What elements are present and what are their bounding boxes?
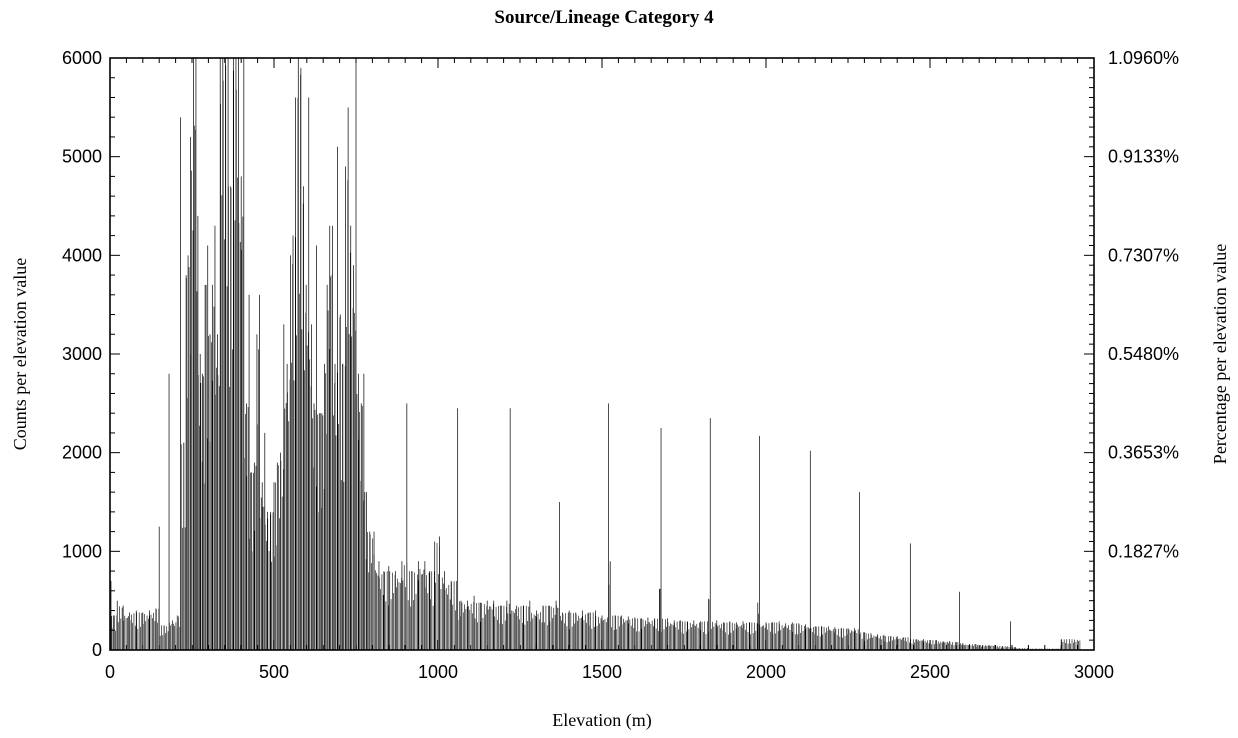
plot-area [110,58,1081,650]
y2-tick-label: 0.3653% [1108,443,1179,463]
y-tick-label: 6000 [62,48,102,68]
x-tick-label: 2500 [910,662,950,682]
y2-tick-label: 0.7307% [1108,245,1179,265]
y2-tick-label: 0.5480% [1108,344,1179,364]
y2-tick-label: 0.9133% [1108,147,1179,167]
y-tick-label: 5000 [62,147,102,167]
y-tick-labels: 0 1000 2000 3000 4000 5000 6000 [62,48,102,660]
y2-tick-labels: 0.1827% 0.3653% 0.5480% 0.7307% 0.9133% 1.096… [1108,48,1179,561]
x-tick-label: 1500 [582,662,622,682]
y-tick-label: 4000 [62,245,102,265]
x-axis-title: Elevation (m) [552,710,651,731]
y-axis-title: Counts per elevation value [10,258,30,450]
plot-frame [109,57,1095,651]
y-tick-label: 1000 [62,541,102,561]
y2-tick-label: 0.1827% [1108,541,1179,561]
x-tick-label: 1000 [418,662,458,682]
y-tick-label: 3000 [62,344,102,364]
chart-title: Source/Lineage Category 4 [494,7,714,28]
y2-tick-label: 1.0960% [1108,48,1179,68]
y-tick-label: 0 [92,640,102,660]
x-tick-label: 500 [259,662,289,682]
y-tick-label: 2000 [62,443,102,463]
x-tick-label: 0 [105,662,115,682]
axis-ticks [109,57,1095,651]
x-tick-label: 3000 [1074,662,1114,682]
x-tick-labels: 0 500 1000 1500 2000 2500 3000 [105,662,1114,682]
y2-axis-title: Percentage per elevation value [1210,244,1230,464]
x-tick-label: 2000 [746,662,786,682]
